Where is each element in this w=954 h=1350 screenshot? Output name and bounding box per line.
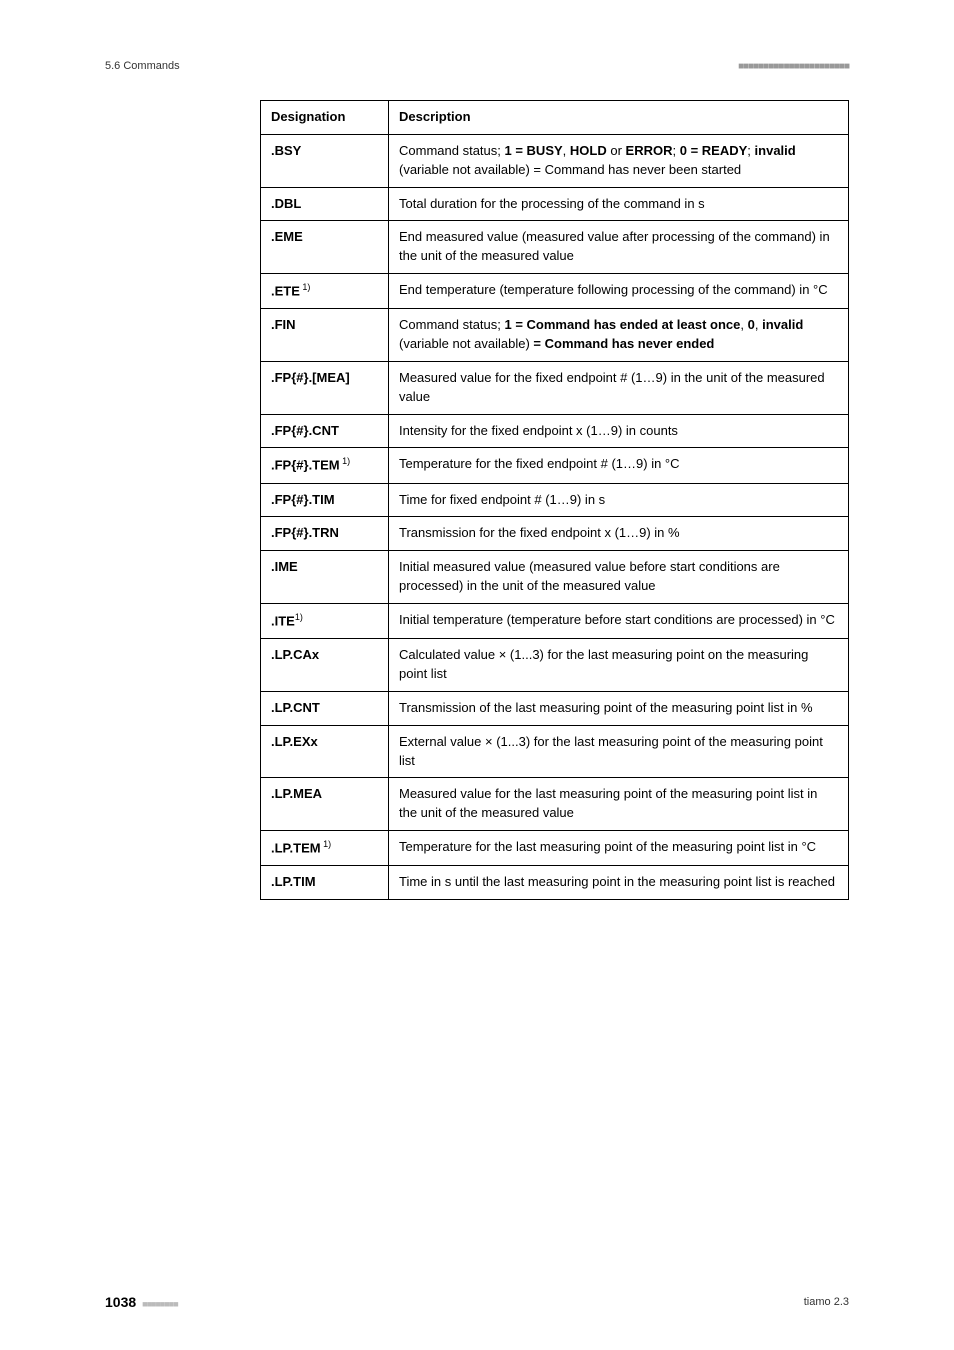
page-number-text: 1038 (105, 1294, 136, 1310)
description-cell: Time in s until the last measuring point… (389, 866, 849, 900)
description-cell: Initial measured value (measured value b… (389, 551, 849, 604)
designation-cell: .FP{#}.TRN (261, 517, 389, 551)
col-description: Description (389, 101, 849, 135)
designation-cell: .EME (261, 221, 389, 274)
table-row: .DBLTotal duration for the processing of… (261, 187, 849, 221)
footer-product: tiamo 2.3 (804, 1296, 849, 1308)
description-cell: Initial temperature (temperature before … (389, 604, 849, 639)
commands-table-container: Designation Description .BSYCommand stat… (260, 100, 849, 900)
description-cell: Transmission of the last measuring point… (389, 691, 849, 725)
page-number: 1038 ■■■■■■■■ (105, 1294, 178, 1310)
description-cell: Command status; 1 = Command has ended at… (389, 309, 849, 362)
designation-cell: .LP.CNT (261, 691, 389, 725)
description-cell: Intensity for the fixed endpoint x (1…9)… (389, 414, 849, 448)
description-cell: End temperature (temperature following p… (389, 274, 849, 309)
commands-table: Designation Description .BSYCommand stat… (260, 100, 849, 900)
table-header-row: Designation Description (261, 101, 849, 135)
table-row: .FP{#}.CNTIntensity for the fixed endpoi… (261, 414, 849, 448)
table-row: .EMEEnd measured value (measured value a… (261, 221, 849, 274)
description-cell: Total duration for the processing of the… (389, 187, 849, 221)
table-row: .ITE1)Initial temperature (temperature b… (261, 604, 849, 639)
designation-cell: .IME (261, 551, 389, 604)
table-row: .IMEInitial measured value (measured val… (261, 551, 849, 604)
designation-cell: .LP.TEM 1) (261, 831, 389, 866)
section-label: 5.6 Commands (105, 60, 180, 72)
table-row: .FP{#}.TIMTime for fixed endpoint # (1…9… (261, 483, 849, 517)
description-cell: Transmission for the fixed endpoint x (1… (389, 517, 849, 551)
designation-cell: .ETE 1) (261, 274, 389, 309)
page-footer: 1038 ■■■■■■■■ tiamo 2.3 (105, 1294, 849, 1310)
description-cell: End measured value (measured value after… (389, 221, 849, 274)
page-header: 5.6 Commands ■■■■■■■■■■■■■■■■■■■■■■ (105, 60, 849, 72)
table-row: .FINCommand status; 1 = Command has ende… (261, 309, 849, 362)
table-row: .BSYCommand status; 1 = BUSY, HOLD or ER… (261, 134, 849, 187)
designation-cell: .FP{#}.TEM 1) (261, 448, 389, 483)
description-cell: Time for fixed endpoint # (1…9) in s (389, 483, 849, 517)
description-cell: Measured value for the fixed endpoint # … (389, 361, 849, 414)
designation-cell: .FIN (261, 309, 389, 362)
table-row: .LP.EXxExternal value × (1...3) for the … (261, 725, 849, 778)
table-row: .LP.CAxCalculated value × (1...3) for th… (261, 639, 849, 692)
description-cell: Command status; 1 = BUSY, HOLD or ERROR;… (389, 134, 849, 187)
description-cell: Temperature for the fixed endpoint # (1…… (389, 448, 849, 483)
description-cell: Measured value for the last measuring po… (389, 778, 849, 831)
designation-cell: .ITE1) (261, 604, 389, 639)
footer-decoration: ■■■■■■■■ (142, 1299, 178, 1309)
designation-cell: .BSY (261, 134, 389, 187)
table-row: .LP.TEM 1)Temperature for the last measu… (261, 831, 849, 866)
designation-cell: .FP{#}.TIM (261, 483, 389, 517)
col-designation: Designation (261, 101, 389, 135)
table-row: .ETE 1)End temperature (temperature foll… (261, 274, 849, 309)
designation-cell: .LP.TIM (261, 866, 389, 900)
designation-cell: .LP.MEA (261, 778, 389, 831)
description-cell: Calculated value × (1...3) for the last … (389, 639, 849, 692)
table-row: .FP{#}.TRNTransmission for the fixed end… (261, 517, 849, 551)
description-cell: Temperature for the last measuring point… (389, 831, 849, 866)
description-cell: External value × (1...3) for the last me… (389, 725, 849, 778)
table-row: .LP.MEAMeasured value for the last measu… (261, 778, 849, 831)
designation-cell: .FP{#}.[MEA] (261, 361, 389, 414)
designation-cell: .LP.CAx (261, 639, 389, 692)
table-row: .FP{#}.[MEA]Measured value for the fixed… (261, 361, 849, 414)
table-row: .LP.CNTTransmission of the last measurin… (261, 691, 849, 725)
designation-cell: .DBL (261, 187, 389, 221)
table-row: .FP{#}.TEM 1)Temperature for the fixed e… (261, 448, 849, 483)
table-row: .LP.TIMTime in s until the last measurin… (261, 866, 849, 900)
designation-cell: .FP{#}.CNT (261, 414, 389, 448)
designation-cell: .LP.EXx (261, 725, 389, 778)
header-decoration: ■■■■■■■■■■■■■■■■■■■■■■ (738, 61, 849, 72)
